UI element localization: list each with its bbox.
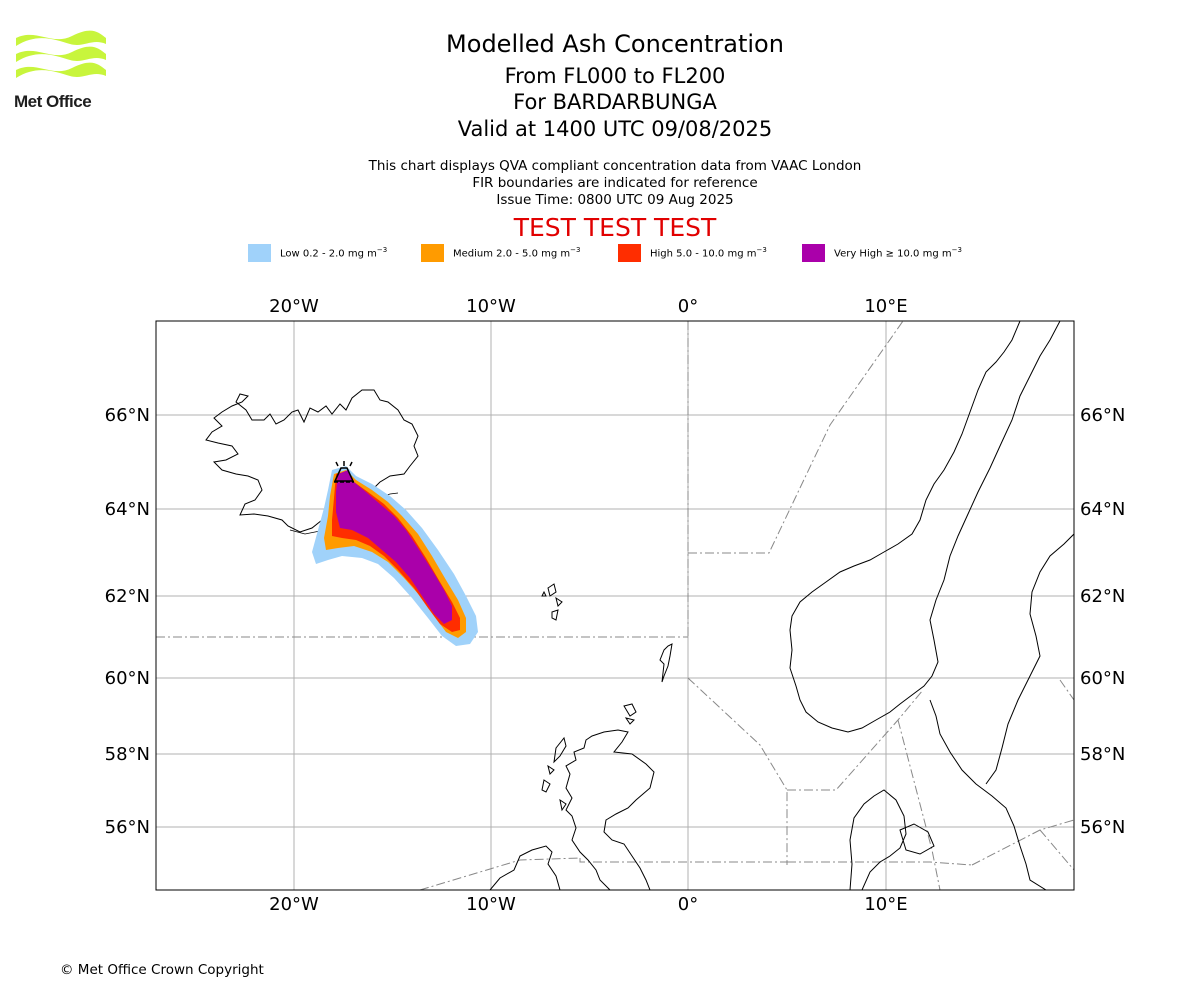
lat-label-left: 66°N <box>105 405 150 426</box>
graticule <box>156 321 1074 890</box>
volcano-name: For BARDARBUNGA <box>513 90 717 114</box>
lon-label-bottom: 10°E <box>864 894 907 915</box>
legend-item-high: High 5.0 - 10.0 mg m−3 <box>618 244 767 262</box>
issue-time: Issue Time: 0800 UTC 09 Aug 2025 <box>496 192 734 208</box>
lon-label-top: 10°E <box>864 296 907 317</box>
map-frame <box>155 320 1075 891</box>
lat-label-right: 56°N <box>1080 817 1125 838</box>
met-office-logo: Met Office <box>14 30 110 112</box>
shetland-islands <box>659 643 673 683</box>
copyright-notice: © Met Office Crown Copyright <box>60 962 264 978</box>
lat-label-left: 64°N <box>105 499 150 520</box>
legend-swatch-very-high <box>802 244 825 262</box>
test-banner: TEST TEST TEST <box>513 213 717 242</box>
compliance-note: This chart displays QVA compliant concen… <box>368 158 862 174</box>
lat-label-right: 64°N <box>1080 499 1125 520</box>
legend-item-low: Low 0.2 - 2.0 mg m−3 <box>248 244 387 262</box>
lat-label-right: 58°N <box>1080 744 1125 765</box>
sweden-coastline <box>929 533 1074 890</box>
lon-label-bottom: 0° <box>678 894 698 915</box>
ash-very-high-region <box>336 470 452 624</box>
lat-label-right: 62°N <box>1080 586 1125 607</box>
volcano-icon <box>333 461 355 483</box>
chart-title: Modelled Ash Concentration <box>446 30 784 58</box>
scandinavia-coastline <box>789 321 1061 733</box>
lon-label-bottom: 20°W <box>269 894 319 915</box>
lat-label-right: 66°N <box>1080 405 1125 426</box>
lat-label-left: 62°N <box>105 586 150 607</box>
lat-label-right: 60°N <box>1080 668 1125 689</box>
hebrides <box>541 736 567 812</box>
legend-label-medium: Medium 2.0 - 5.0 mg m−3 <box>453 246 581 260</box>
valid-time: Valid at 1400 UTC 09/08/2025 <box>457 117 773 141</box>
fir-note: FIR boundaries are indicated for referen… <box>472 175 758 191</box>
lon-label-top: 0° <box>678 296 698 317</box>
lon-label-top: 10°W <box>466 296 516 317</box>
legend-item-very-high: Very High ≥ 10.0 mg m−3 <box>802 244 962 262</box>
lat-label-left: 58°N <box>105 744 150 765</box>
legend-label-very-high: Very High ≥ 10.0 mg m−3 <box>834 246 962 260</box>
legend-item-medium: Medium 2.0 - 5.0 mg m−3 <box>421 244 580 262</box>
legend-label-low: Low 0.2 - 2.0 mg m−3 <box>280 246 388 260</box>
legend-swatch-high <box>618 244 641 262</box>
lon-label-bottom: 10°W <box>466 894 516 915</box>
legend: Low 0.2 - 2.0 mg m−3 Medium 2.0 - 5.0 mg… <box>0 244 1200 264</box>
flight-level-range: From FL000 to FL200 <box>504 64 726 88</box>
orkney-islands <box>623 703 637 725</box>
met-office-logo-text: Met Office <box>14 92 92 111</box>
lon-label-top: 20°W <box>269 296 319 317</box>
faroe-islands <box>541 583 563 621</box>
legend-swatch-low <box>248 244 271 262</box>
legend-label-high: High 5.0 - 10.0 mg m−3 <box>650 246 767 260</box>
lat-label-left: 60°N <box>105 668 150 689</box>
legend-swatch-medium <box>421 244 444 262</box>
denmark-coastline <box>849 789 935 890</box>
fir-boundaries <box>156 321 1074 890</box>
lat-label-left: 56°N <box>105 817 150 838</box>
ash-plume <box>312 466 478 646</box>
ireland-coastline <box>489 845 561 890</box>
met-office-logo-waves <box>16 30 106 78</box>
great-britain-coastline <box>565 729 655 890</box>
